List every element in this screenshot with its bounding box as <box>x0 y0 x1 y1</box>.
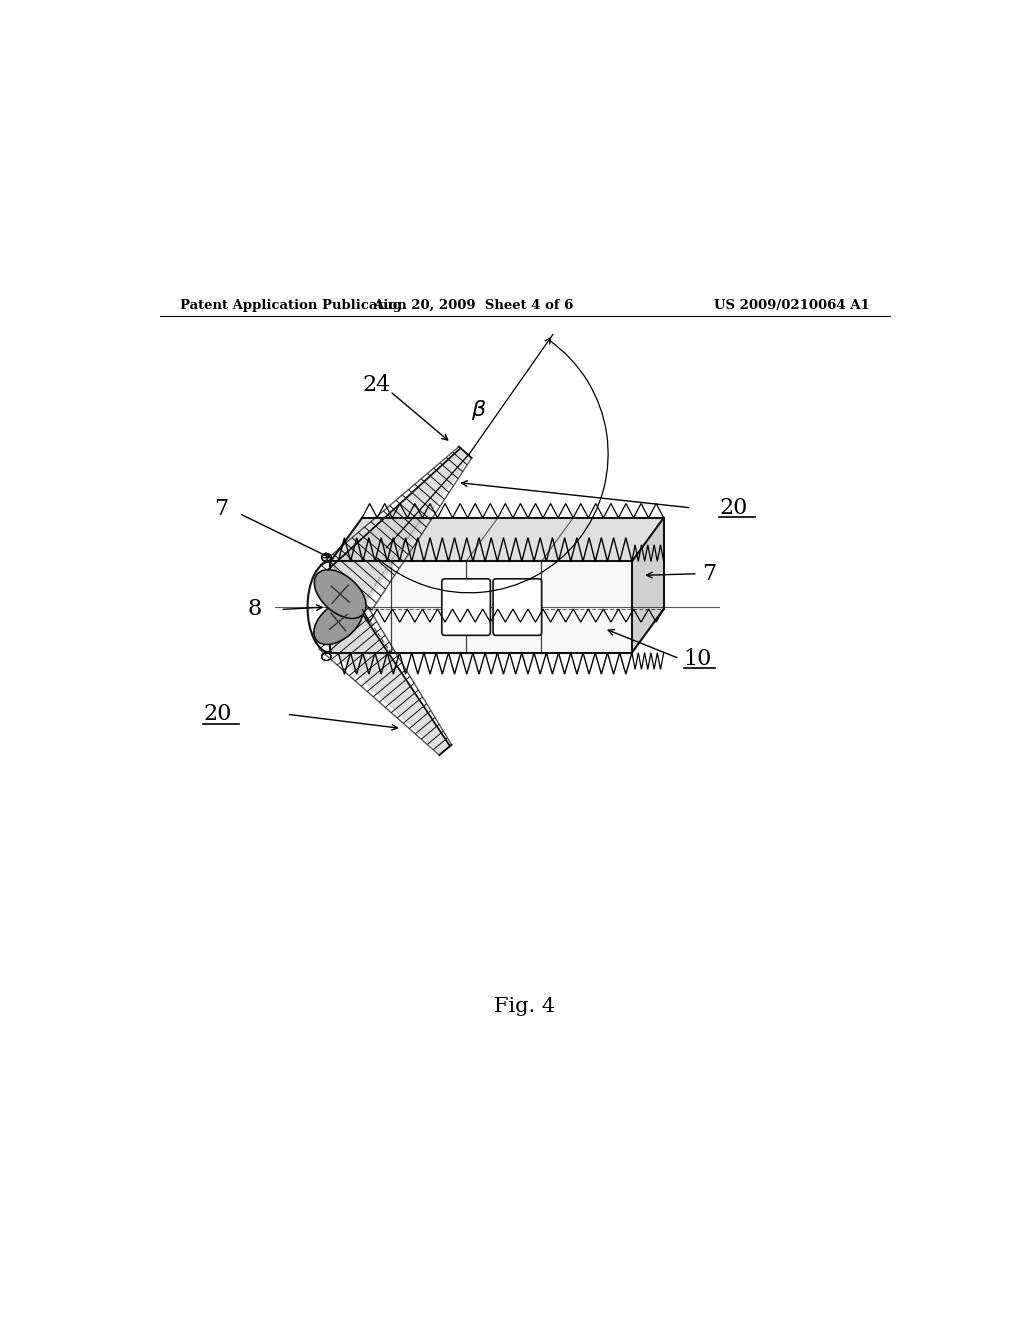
Ellipse shape <box>314 570 366 619</box>
Text: 20: 20 <box>719 496 748 519</box>
Text: 7: 7 <box>214 499 227 520</box>
Text: 8: 8 <box>247 598 261 620</box>
Text: Fig. 4: Fig. 4 <box>495 997 555 1016</box>
Text: 7: 7 <box>701 562 716 585</box>
FancyBboxPatch shape <box>441 578 490 635</box>
Polygon shape <box>632 517 664 652</box>
Text: Patent Application Publication: Patent Application Publication <box>179 300 407 312</box>
Text: $\beta$: $\beta$ <box>471 399 486 422</box>
Text: 20: 20 <box>204 704 231 725</box>
Polygon shape <box>331 517 664 561</box>
Ellipse shape <box>313 599 362 644</box>
Text: 10: 10 <box>684 648 712 669</box>
Text: 24: 24 <box>362 374 390 396</box>
Polygon shape <box>328 447 470 605</box>
Polygon shape <box>331 561 632 652</box>
Text: US 2009/0210064 A1: US 2009/0210064 A1 <box>715 300 870 312</box>
Text: Aug. 20, 2009  Sheet 4 of 6: Aug. 20, 2009 Sheet 4 of 6 <box>373 300 573 312</box>
Polygon shape <box>326 614 450 754</box>
FancyBboxPatch shape <box>494 578 542 635</box>
